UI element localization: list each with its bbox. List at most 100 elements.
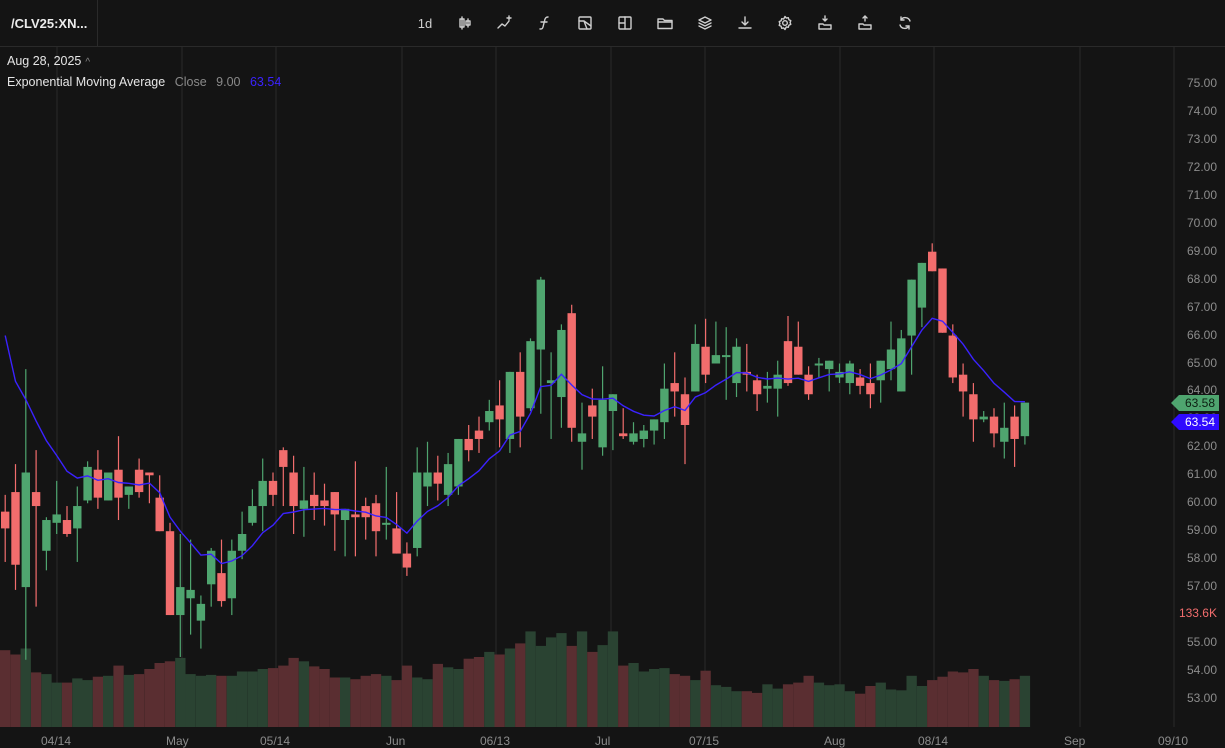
candle-body [21,472,30,588]
candle-body [330,492,339,515]
candle-body [392,528,401,554]
time-tick: 09/10 [1158,734,1189,748]
candle-body [969,394,978,420]
volume-bar [782,684,794,727]
volume-bar [226,675,237,727]
open-folder-button[interactable] [645,0,685,46]
candle-body [814,363,824,366]
refresh-button[interactable] [885,0,925,46]
price-tick: 70.00 [1186,215,1217,230]
volume-bar [164,661,176,727]
time-tick: 07/15 [689,734,720,748]
candle-body [31,492,41,507]
volume-bar [484,651,495,727]
volume-bar [381,675,392,727]
candle-body [876,360,885,381]
volume-bar [195,675,207,727]
volume-bar [309,666,320,727]
candle-body [248,506,257,523]
candle-body [93,469,103,498]
settings-button[interactable] [765,0,805,46]
volume-bar [154,663,165,727]
time-tick: Sep [1064,734,1086,748]
ema-price-tag: 63.54 [1170,414,1219,430]
chart-legend: Aug 28, 2025 ^ Exponential Moving Average… [7,54,287,89]
candle-body [845,363,854,384]
volume-bar [329,677,340,727]
price-tick: 66.00 [1186,327,1217,342]
price-tick: 69.00 [1186,243,1217,258]
volume-bar [576,631,588,727]
volume-bar [412,677,423,727]
candle-body [691,343,700,392]
price-tick: 67.00 [1186,299,1217,314]
candle-body [371,503,381,532]
candle-body [402,553,412,568]
price-tick: 62.00 [1186,439,1217,454]
price-chart[interactable] [0,47,1225,747]
indicator-legend-ema[interactable]: Exponential Moving Average Close 9.00 63… [7,75,287,89]
top-toolbar: /CLV25:XN... 1d [0,0,1225,47]
volume-bar [391,680,402,727]
price-tick: 57.00 [1186,579,1217,594]
candle-body [454,438,463,487]
candle-body [52,514,61,523]
volume-bar [556,633,567,727]
chevron-up-icon[interactable]: ^ [85,57,91,68]
volume-bar [350,679,361,727]
layout-button[interactable] [605,0,645,46]
candle-body [62,520,72,534]
candle-body [134,469,144,493]
volume-bar [133,674,145,727]
candle-body [42,520,51,551]
interval-label: 1d [417,15,433,31]
candle-body [722,355,731,358]
price-tick: 55.00 [1186,635,1217,649]
symbol-selector[interactable]: /CLV25:XN... [0,0,98,46]
volume-bar [123,674,134,727]
candle-body [660,388,669,423]
candle-body [989,416,999,434]
indicators-button[interactable] [485,0,525,46]
volume-bar [185,674,196,727]
candle-body [928,251,937,272]
candle-body [485,411,494,423]
volume-bar [298,661,310,727]
price-tick: 73.00 [1186,131,1217,146]
functions-button[interactable] [525,0,565,46]
legend-date[interactable]: Aug 28, 2025 ^ [7,54,287,68]
candle-body [1000,427,1009,442]
candle-body [464,438,473,451]
volume-bar [525,631,536,727]
candle-body [629,433,638,442]
toolbar-buttons: 1d [405,0,925,46]
volume-bar [206,674,217,727]
time-tick: May [166,734,189,748]
candle-body [207,550,216,585]
export-button[interactable] [845,0,885,46]
indicator-source: Close [174,75,207,89]
price-tick: 75.00 [1186,76,1217,90]
interval-button[interactable]: 1d [405,0,445,46]
candle-body [176,587,185,616]
time-tick: 05/14 [260,734,291,748]
volume-bar [968,669,979,727]
volume-bar [422,679,433,727]
price-tick: 71.00 [1186,187,1217,202]
refresh-icon [899,16,911,30]
candle-body [340,508,350,521]
volume-bar [1019,675,1031,727]
symbol-label: /CLV25:XN... [11,15,88,31]
candle-body [557,329,566,398]
import-button[interactable] [805,0,845,46]
volume-bar [885,689,897,727]
volume-bar [247,671,258,727]
drawings-button[interactable] [565,0,605,46]
layers-button[interactable] [685,0,725,46]
price-tick: 65.00 [1186,355,1217,370]
volume-bar [752,692,763,727]
candle-body [958,374,968,392]
chart-type-button[interactable] [445,0,485,46]
download-button[interactable] [725,0,765,46]
price-tick: 58.00 [1186,551,1217,566]
